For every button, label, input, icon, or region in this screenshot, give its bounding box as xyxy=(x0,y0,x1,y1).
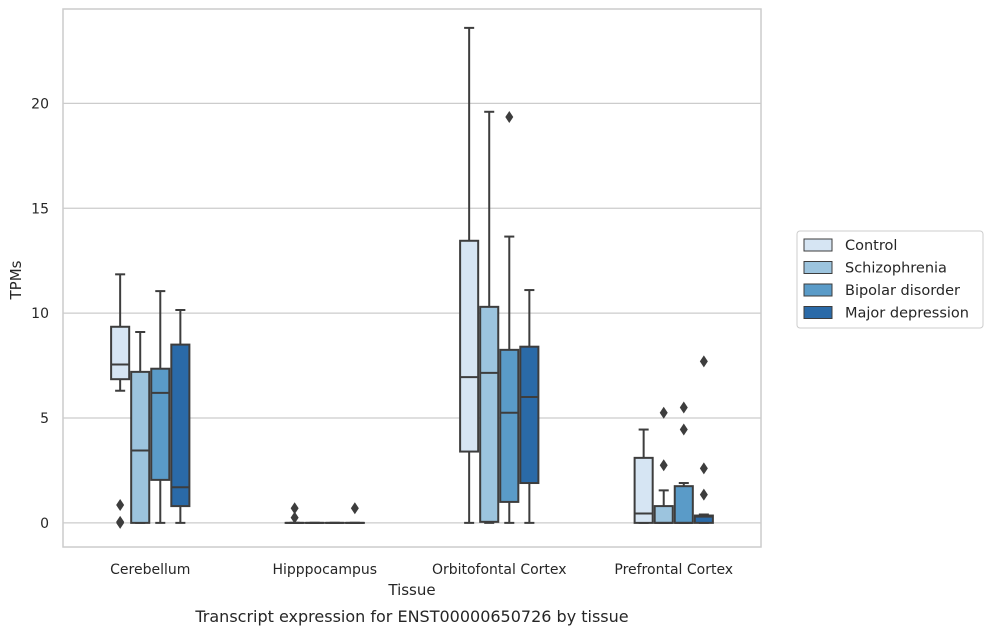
box-major-depression xyxy=(344,502,365,524)
iqr-box xyxy=(519,345,540,485)
legend: Control Schizophrenia Bipolar disorder Majo… xyxy=(796,230,984,329)
box-bipolar-disorder xyxy=(673,401,694,524)
chart-caption: Transcript expression for ENST0000065072… xyxy=(194,607,628,626)
legend-item: Major depression xyxy=(803,306,969,322)
y-tick-label: 5 xyxy=(40,411,49,427)
box-bipolar-disorder xyxy=(150,290,171,524)
box-major-depression xyxy=(170,308,191,524)
y-tick-label: 10 xyxy=(31,306,49,322)
legend-item: Schizophrenia xyxy=(803,261,947,277)
y-tick-label: 15 xyxy=(31,201,49,217)
x-tick-label: Cerebellum xyxy=(110,562,190,578)
y-tick-label: 20 xyxy=(31,96,49,112)
legend-swatch xyxy=(803,283,833,297)
iqr-box xyxy=(653,505,674,524)
iqr-box xyxy=(693,514,714,524)
x-tick-labels: Cerebellum Hipppocampus Orbitofontal Corte… xyxy=(110,562,733,578)
legend-item: Bipolar disorder xyxy=(803,283,960,299)
x-tick-label: Prefrontal Cortex xyxy=(614,562,733,578)
outlier-marker xyxy=(659,406,668,419)
outlier-marker xyxy=(699,462,708,475)
boxes xyxy=(110,26,714,529)
outlier-marker xyxy=(659,459,668,472)
box-major-depression xyxy=(693,355,714,524)
legend-frame xyxy=(796,230,984,329)
outlier-marker xyxy=(116,499,125,512)
outlier-marker xyxy=(116,516,125,529)
legend-swatch xyxy=(803,261,833,274)
box-control xyxy=(284,502,305,524)
box-bipolar-disorder xyxy=(499,111,520,524)
legend-item: Control xyxy=(803,238,897,254)
legend-label: Control xyxy=(845,238,897,254)
outlier-marker xyxy=(679,401,688,414)
legend-label: Major depression xyxy=(845,306,969,322)
outlier-marker xyxy=(350,502,359,515)
y-tick-labels: 0 5 10 15 20 xyxy=(31,96,49,531)
x-axis-title: Tissue xyxy=(387,581,435,599)
box-major-depression xyxy=(519,289,540,524)
y-tick-label: 0 xyxy=(40,516,49,532)
box-control xyxy=(633,428,654,524)
y-axis-title: TPMs xyxy=(7,260,25,300)
outlier-marker xyxy=(699,488,708,501)
box-control xyxy=(459,26,480,524)
iqr-box xyxy=(633,456,654,524)
outlier-marker xyxy=(290,502,299,515)
plot-frame xyxy=(62,8,762,548)
x-tick-label: Orbitofontal Cortex xyxy=(432,562,567,578)
box-schizophrenia xyxy=(130,331,151,524)
iqr-box xyxy=(150,367,171,481)
iqr-box xyxy=(479,305,500,523)
iqr-box xyxy=(459,239,480,453)
box-schizophrenia xyxy=(653,406,674,524)
outlier-marker xyxy=(290,511,299,524)
iqr-box xyxy=(499,348,520,503)
iqr-box xyxy=(170,343,191,508)
box-schizophrenia xyxy=(479,110,500,524)
outlier-marker xyxy=(505,111,514,124)
x-tick-label: Hipppocampus xyxy=(272,562,377,578)
outlier-marker xyxy=(679,423,688,436)
legend-label: Bipolar disorder xyxy=(845,283,960,299)
box-control xyxy=(110,273,131,529)
outlier-marker xyxy=(699,355,708,368)
legend-label: Schizophrenia xyxy=(845,261,947,277)
iqr-box xyxy=(110,325,131,381)
legend-swatch xyxy=(803,306,833,319)
legend-swatch xyxy=(803,238,833,252)
iqr-box xyxy=(130,370,151,524)
iqr-box xyxy=(673,485,694,524)
